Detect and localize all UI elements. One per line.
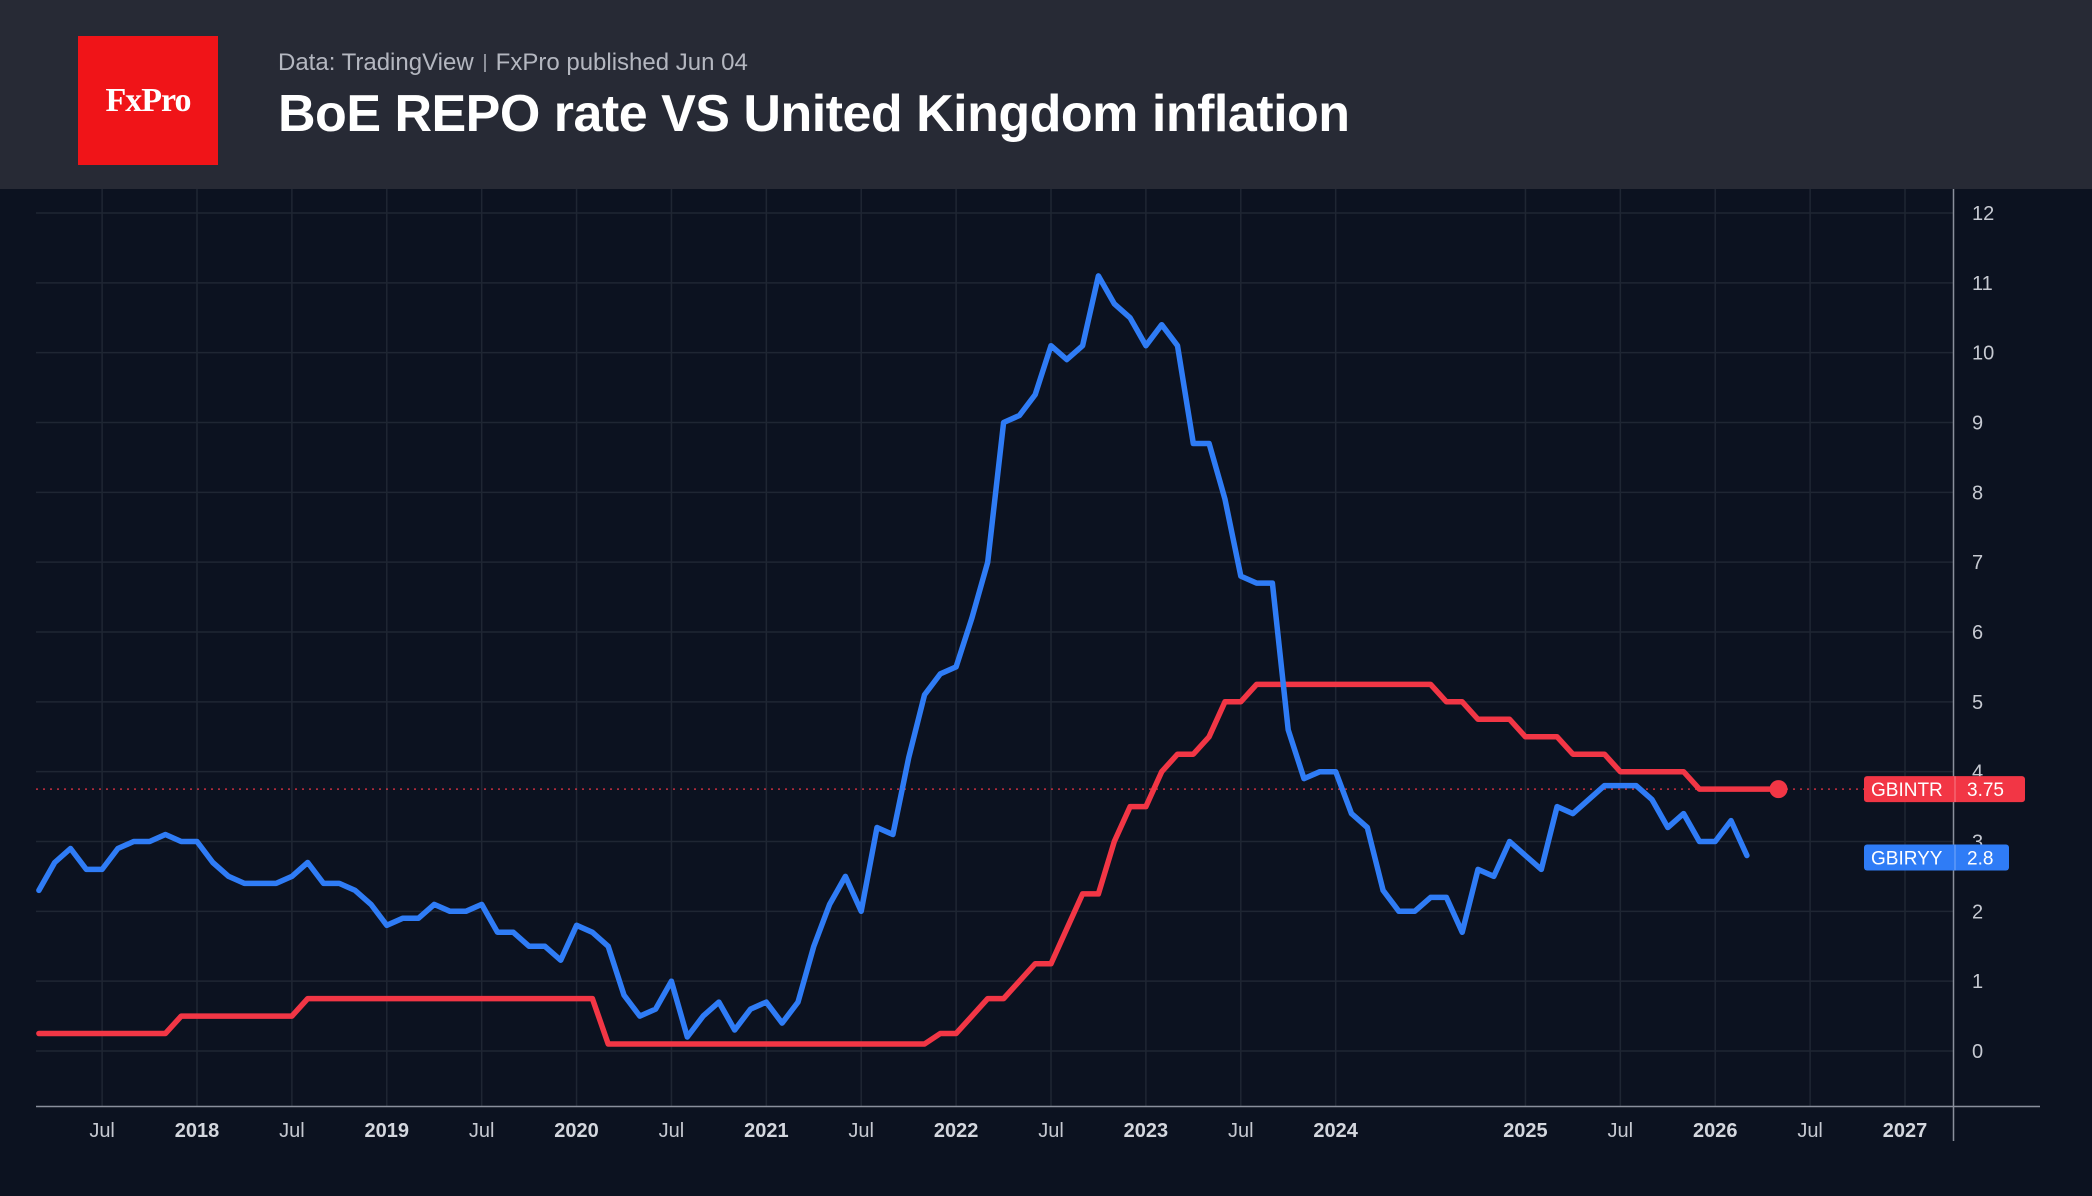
series-line-gbiryy bbox=[36, 273, 1750, 1040]
x-tick-label: Jul bbox=[1608, 1120, 1634, 1142]
chart-title: BoE REPO rate VS United Kingdom inflatio… bbox=[278, 85, 1350, 143]
x-tick-label: 2027 bbox=[1883, 1120, 1928, 1142]
x-tick-label: 2024 bbox=[1313, 1120, 1358, 1142]
series-last-value: 2.8 bbox=[1967, 848, 1993, 869]
x-tick-label: Jul bbox=[1797, 1120, 1823, 1142]
badge-gbintr: GBINTR 3.75 bbox=[1864, 776, 2025, 803]
y-tick-label: 8 bbox=[1972, 482, 1983, 504]
x-tick-label: 2026 bbox=[1693, 1120, 1738, 1142]
y-tick-label: 12 bbox=[1972, 203, 1994, 225]
y-tick-label: 9 bbox=[1972, 413, 1983, 435]
x-axis-ticks: Jul 2018 Jul 2019 Jul 2020 Jul 2021 Jul 2022 Jul 20… bbox=[89, 1120, 1927, 1142]
x-tick-label: Jul bbox=[1038, 1120, 1064, 1142]
axes bbox=[36, 189, 2040, 1141]
last-value-badges: GBINTR 3.75 GBIRYY 2.8 bbox=[1864, 776, 2025, 871]
y-tick-label: 2 bbox=[1972, 901, 1983, 923]
series-name-label: GBIRYY bbox=[1871, 848, 1943, 869]
x-tick-label: 2025 bbox=[1503, 1120, 1548, 1142]
source-line: Data: TradingView FxPro published Jun 04 bbox=[278, 49, 748, 77]
separator bbox=[483, 54, 486, 72]
x-tick-label: 2023 bbox=[1124, 1120, 1169, 1142]
badge-bg bbox=[1864, 776, 2025, 803]
x-tick-label: Jul bbox=[89, 1120, 115, 1142]
badge-gbiryy: GBIRYY 2.8 bbox=[1864, 844, 2009, 871]
x-tick-label: Jul bbox=[1228, 1120, 1254, 1142]
x-tick-label: 2022 bbox=[934, 1120, 979, 1142]
fxpro-logo: FxPro bbox=[78, 36, 218, 165]
y-tick-label: 11 bbox=[1972, 273, 1993, 295]
chart-header: FxPro Data: TradingView FxPro published … bbox=[0, 0, 2092, 189]
series-last-value: 3.75 bbox=[1967, 780, 2004, 801]
x-tick-label: 2018 bbox=[175, 1120, 220, 1142]
x-tick-label: 2021 bbox=[744, 1120, 789, 1142]
x-tick-label: Jul bbox=[848, 1120, 874, 1142]
x-tick-label: Jul bbox=[469, 1120, 495, 1142]
x-tick-label: Jul bbox=[279, 1120, 305, 1142]
data-source: Data: TradingView bbox=[278, 49, 474, 76]
y-tick-label: 1 bbox=[1972, 971, 1983, 993]
x-tick-label: Jul bbox=[659, 1120, 685, 1142]
y-tick-label: 3 bbox=[1972, 832, 1983, 854]
y-tick-label: 4 bbox=[1972, 762, 1983, 784]
published-date: FxPro published Jun 04 bbox=[495, 49, 748, 76]
y-tick-label: 6 bbox=[1972, 622, 1983, 644]
grid-lines bbox=[36, 189, 1953, 1106]
y-tick-label: 10 bbox=[1972, 343, 1994, 365]
badge-bg bbox=[1864, 844, 2009, 871]
logo-text: FxPro bbox=[105, 81, 191, 119]
x-tick-label: 2020 bbox=[554, 1120, 599, 1142]
last-point-marker bbox=[1769, 780, 1788, 799]
y-tick-label: 5 bbox=[1972, 692, 1983, 714]
series-name-label: GBINTR bbox=[1871, 780, 1943, 801]
y-tick-label: 7 bbox=[1972, 552, 1983, 574]
series-lines bbox=[36, 273, 1953, 1047]
y-tick-label: 0 bbox=[1972, 1041, 1983, 1063]
series-line-gbintr bbox=[36, 681, 1782, 1047]
x-tick-label: 2019 bbox=[365, 1120, 410, 1142]
